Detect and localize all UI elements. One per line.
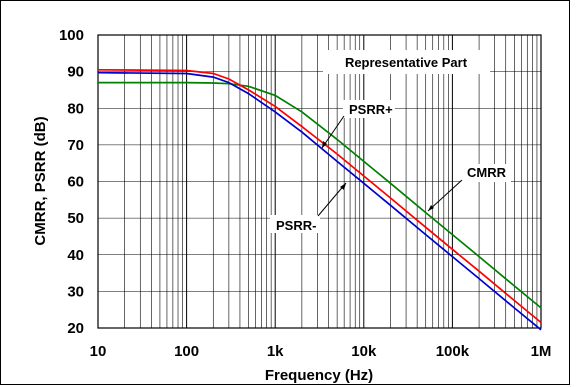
- x-tick-label: 1k: [267, 343, 284, 360]
- y-tick-label: 20: [67, 320, 84, 337]
- x-tick-label: 10: [90, 343, 107, 360]
- y-tick-label: 90: [67, 64, 84, 81]
- y-tick-label: 50: [67, 210, 84, 227]
- annotation-cmrr: CMRR: [467, 165, 507, 180]
- annotation-representative-part: Representative Part: [345, 55, 468, 70]
- label-bg: [461, 164, 511, 182]
- label-bg: [270, 215, 320, 233]
- annotation-psrr-minus: PSRR-: [276, 218, 316, 233]
- x-tick-label: 10k: [351, 343, 377, 360]
- y-tick-label: 100: [59, 27, 84, 44]
- x-tick-label: 1M: [531, 343, 552, 360]
- pointer-psrr-minus: [317, 182, 347, 217]
- x-tick-labels: 10 100 1k 10k 100k 1M: [90, 343, 552, 360]
- y-tick-label: 40: [67, 247, 84, 264]
- arrowhead-cmrr: [428, 205, 434, 211]
- series-line-psrr-minus: [97, 71, 542, 331]
- y-tick-label: 60: [67, 174, 84, 191]
- plot-area: [97, 34, 542, 329]
- y-tick-label: 70: [67, 137, 84, 154]
- series-line-psrr-minusplus: [97, 68, 542, 324]
- x-tick-label: 100: [174, 343, 199, 360]
- x-axis-title: Frequency (Hz): [265, 367, 373, 384]
- annotation-box: [323, 50, 490, 74]
- x-tick-label: 100k: [436, 343, 470, 360]
- series-line-cmrr: [98, 81, 542, 309]
- arrowhead-psrr-plus: [322, 141, 327, 148]
- y-tick-label: 30: [67, 283, 84, 300]
- y-tick-labels: 20 30 40 50 60 70 80 90 100: [59, 27, 84, 337]
- series-group: [97, 68, 542, 331]
- pointer-cmrr: [427, 179, 463, 212]
- y-tick-label: 80: [67, 100, 84, 117]
- arrowhead-psrr-minus: [340, 183, 346, 190]
- annotation-psrr-plus: PSRR+: [349, 102, 393, 117]
- label-bg: [343, 100, 395, 118]
- y-axis-title: CMRR, PSRR (dB): [32, 116, 49, 245]
- annotations: Representative Part PSRR+ CMRR PSRR-: [270, 50, 511, 233]
- pointer-psrr-plus: [321, 115, 345, 149]
